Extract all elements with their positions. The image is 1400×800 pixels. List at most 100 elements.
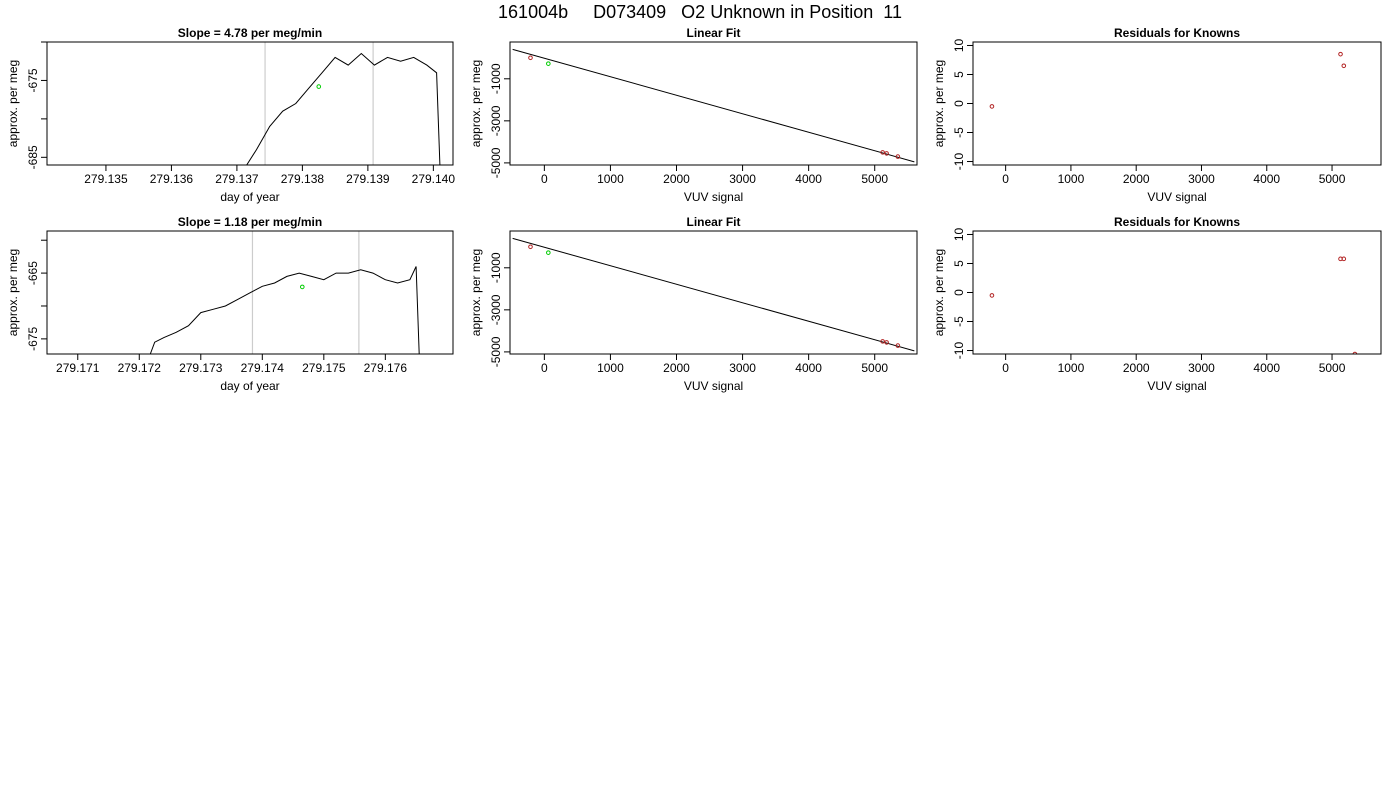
plot-area	[246, 42, 441, 165]
residual-point	[1338, 51, 1343, 57]
x-tick-label: 1000	[1058, 361, 1085, 375]
page-title: 161004b D073409 O2 Unknown in Position 1…	[498, 2, 902, 22]
series-line	[149, 266, 420, 354]
residual-point	[1341, 63, 1347, 69]
y-tick-label: -675	[26, 68, 40, 92]
x-axis-label: VUV signal	[684, 379, 743, 393]
fit-line	[512, 48, 915, 163]
y-tick-label: 5	[952, 71, 966, 78]
x-tick-label: 279.136	[150, 172, 194, 186]
y-axis-label: approx. per meg	[932, 249, 946, 336]
y-tick-label: -685	[26, 145, 40, 169]
x-tick-label: 3000	[729, 361, 756, 375]
residual-point	[989, 293, 995, 298]
y-tick-label: -1000	[489, 63, 503, 94]
y-axis-label: approx. per meg	[6, 249, 20, 336]
known-point	[880, 339, 885, 344]
plot-frame	[46, 230, 454, 355]
residual-point	[1341, 256, 1347, 262]
x-tick-label: 279.137	[215, 172, 259, 186]
x-tick-label: 279.172	[118, 361, 162, 375]
y-tick-label: -5000	[489, 147, 503, 178]
x-tick-label: 279.174	[241, 361, 285, 375]
x-tick-label: 5000	[1319, 172, 1346, 186]
plot-area	[512, 48, 915, 163]
y-axis-label: approx. per meg	[6, 60, 20, 147]
x-tick-label: 0	[1002, 361, 1009, 375]
unknown-point	[299, 284, 305, 290]
y-tick-label: -10	[952, 153, 966, 171]
known-point	[528, 55, 533, 61]
x-tick-label: 4000	[1253, 172, 1280, 186]
chart-title: Linear Fit	[686, 215, 740, 229]
chart-p2: Linear Fit 0 1000 2000 3000 4000 5000 -5000 -300…	[469, 26, 918, 204]
x-tick-label: 4000	[795, 361, 822, 375]
x-tick-label: 279.176	[364, 361, 408, 375]
y-tick-label: -675	[26, 327, 40, 351]
chart-p1: Slope = 4.78 per meg/min 279.135 279.136 27…	[6, 26, 455, 204]
x-tick-label: 279.138	[281, 172, 325, 186]
x-tick-label: 2000	[663, 361, 690, 375]
unknown-point	[316, 84, 322, 89]
y-axis-label: approx. per meg	[932, 60, 946, 147]
y-tick-label: -10	[952, 342, 966, 360]
y-tick-label: -665	[26, 261, 40, 285]
x-tick-label: 3000	[1188, 361, 1215, 375]
y-tick-label: 10	[952, 38, 966, 52]
x-tick-label: 2000	[1123, 361, 1150, 375]
y-tick-label: 10	[952, 227, 966, 241]
x-tick-label: 1000	[1058, 172, 1085, 186]
y-tick-label: 5	[952, 260, 966, 267]
chart-title: Slope = 1.18 per meg/min	[178, 215, 322, 229]
unknown-point	[546, 250, 551, 255]
x-tick-label: 279.171	[56, 361, 100, 375]
x-axis-label: day of year	[220, 190, 279, 204]
chart-title: Residuals for Knowns	[1114, 215, 1240, 229]
x-tick-label: 2000	[663, 172, 690, 186]
plot-area	[989, 51, 1347, 109]
unknown-point	[546, 61, 551, 66]
x-tick-label: 0	[1002, 172, 1009, 186]
plot-frame	[509, 41, 918, 166]
x-tick-label: 279.139	[346, 172, 390, 186]
x-tick-label: 5000	[1319, 361, 1346, 375]
x-tick-label: 0	[541, 361, 548, 375]
x-tick-label: 4000	[795, 172, 822, 186]
y-tick-label: -3000	[489, 294, 503, 325]
plot-area	[149, 231, 420, 354]
x-tick-label: 2000	[1123, 172, 1150, 186]
y-tick-label: 0	[952, 289, 966, 296]
plot-frame	[972, 41, 1382, 166]
x-axis-label: day of year	[220, 379, 279, 393]
known-point	[528, 244, 533, 250]
fit-line	[512, 237, 915, 352]
plot-frame	[972, 230, 1382, 355]
x-tick-label: 5000	[861, 172, 888, 186]
chart-title: Slope = 4.78 per meg/min	[178, 26, 322, 40]
x-tick-label: 0	[541, 172, 548, 186]
y-axis-label: approx. per meg	[469, 249, 483, 336]
y-tick-label: -5000	[489, 336, 503, 367]
series-line	[246, 52, 441, 165]
x-tick-label: 279.140	[412, 172, 456, 186]
y-tick-label: -5	[952, 316, 966, 327]
x-axis-label: VUV signal	[1147, 190, 1206, 204]
residual-point	[1352, 351, 1358, 354]
chart-p3: Residuals for Knowns 0 1000 2000 3000 4000 500…	[932, 26, 1382, 204]
plot-frame	[46, 41, 454, 166]
x-tick-label: 279.135	[84, 172, 128, 186]
y-tick-label: -5	[952, 127, 966, 138]
x-tick-label: 279.175	[302, 361, 346, 375]
x-tick-label: 4000	[1253, 361, 1280, 375]
y-axis-label: approx. per meg	[469, 60, 483, 147]
residual-point	[989, 104, 995, 109]
chart-title: Linear Fit	[686, 26, 740, 40]
plot-area	[512, 237, 915, 352]
x-tick-label: 279.173	[179, 361, 223, 375]
chart-p5: Linear Fit 0 1000 2000 3000 4000 5000 -5000 -300…	[469, 215, 918, 393]
x-axis-label: VUV signal	[684, 190, 743, 204]
known-point	[880, 150, 885, 155]
plot-frame	[509, 230, 918, 355]
known-point	[884, 151, 889, 156]
